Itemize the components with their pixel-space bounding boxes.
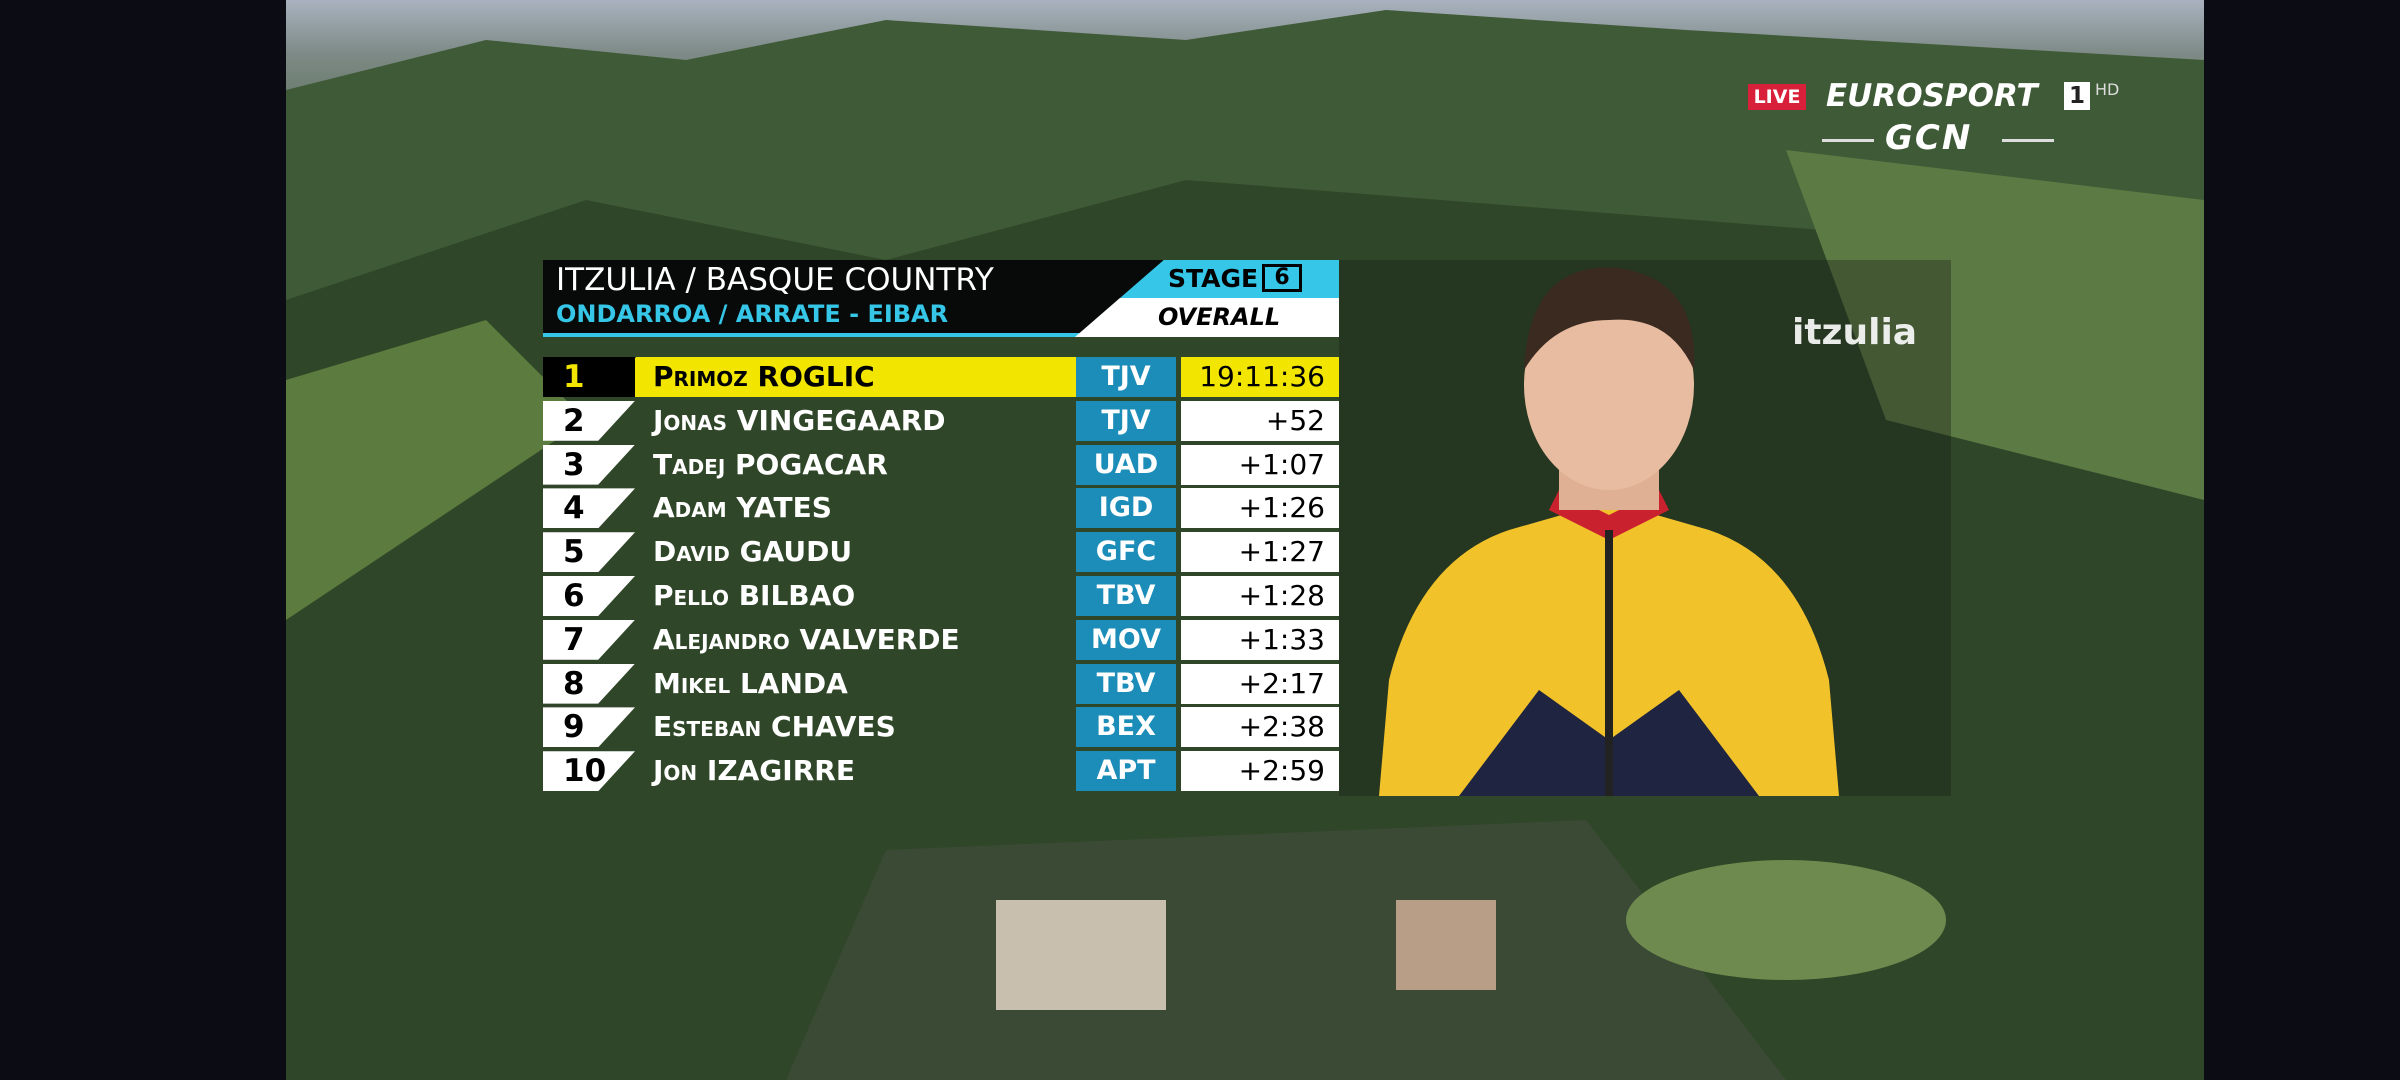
time-gap: +2:38 [1181,707,1339,748]
time-gap: +1:33 [1181,619,1339,660]
rider-name: Tadej POGACAR [653,447,888,481]
leader-bar [603,357,1076,397]
team-code: BEX [1076,707,1176,748]
time-gap: 19:11:36 [1181,357,1339,397]
team-code: GFC [1076,532,1176,573]
quality-badge: HD [2095,80,2120,99]
race-title: ITZULIA / BASQUE COUNTRY [556,262,994,298]
rider-photo [1379,267,1839,796]
time-gap: +1:07 [1181,444,1339,485]
rank: 2 [543,400,635,441]
team-code: TJV [1076,357,1176,397]
rider-name: Jon IZAGIRRE [653,754,855,788]
standings-row: 9 Esteban CHAVES BEX +2:38 [543,707,1339,748]
logo-line [1822,139,1874,142]
channel-number: 1 [2064,82,2090,110]
rank: 4 [543,488,635,529]
standings-row: 7 Alejandro VALVERDE MOV +1:33 [543,619,1339,660]
standings-row: 2 Jonas VINGEGAARD TJV +52 [543,400,1339,441]
standings-row: 1 Primoz ROGLIC TJV 19:11:36 [543,357,1339,397]
rider-name: Adam YATES [653,491,832,525]
standings-row: 5 David GAUDU GFC +1:27 [543,532,1339,573]
rank: 3 [543,444,635,485]
rank: 5 [543,532,635,573]
stage-bg [1120,260,1339,298]
time-gap: +1:28 [1181,576,1339,616]
standings-row: 4 Adam YATES IGD +1:26 [543,488,1339,529]
time-gap: +1:26 [1181,488,1339,529]
stage-label: STAGE [1168,264,1259,293]
rider-name: Mikel LANDA [653,666,848,700]
race-logo: itzulia [1792,312,1918,353]
standings-row: 3 Tadej POGACAR UAD +1:07 [543,444,1339,485]
standings-row: 8 Mikel LANDA TBV +2:17 [543,663,1339,704]
rider-name: David GAUDU [653,535,853,569]
stage-number: 6 [1262,264,1302,292]
time-gap: +1:27 [1181,532,1339,573]
time-gap: +2:17 [1181,663,1339,704]
standings-row: 6 Pello BILBAO TBV +1:28 [543,576,1339,616]
team-code: TBV [1076,576,1176,616]
time-gap: +2:59 [1181,751,1339,792]
classification-bg [1075,298,1339,337]
rider-name: Alejandro VALVERDE [653,622,960,656]
partner-logo: GCN [1885,118,1973,158]
time-gap: +52 [1181,400,1339,441]
live-badge: LIVE [1748,84,1806,110]
rank: 6 [543,576,635,616]
team-code: APT [1076,751,1176,792]
network-logo: EUROSPORT [1826,78,2038,114]
team-code: MOV [1076,619,1176,660]
rider-name: Pello BILBAO [653,579,856,612]
classification: OVERALL [1158,303,1281,331]
logo-line [2002,139,2054,142]
rider-name: Esteban CHAVES [653,710,896,744]
rider-name: Jonas VINGEGAARD [653,403,946,437]
rider-panel [1339,260,1951,796]
rank: 10 [543,751,635,792]
team-code: TJV [1076,400,1176,441]
rank: 9 [543,707,635,748]
header-bg [543,260,1163,337]
rank: 1 [543,357,635,397]
team-code: UAD [1076,444,1176,485]
rank: 8 [543,663,635,704]
rank: 7 [543,619,635,660]
team-code: IGD [1076,488,1176,529]
rider-name: Primoz ROGLIC [653,360,875,393]
accent-line [543,333,1083,337]
stage-route: ONDARROA / ARRATE - EIBAR [556,300,949,328]
team-code: TBV [1076,663,1176,704]
standings-row: 10 Jon IZAGIRRE APT +2:59 [543,751,1339,792]
